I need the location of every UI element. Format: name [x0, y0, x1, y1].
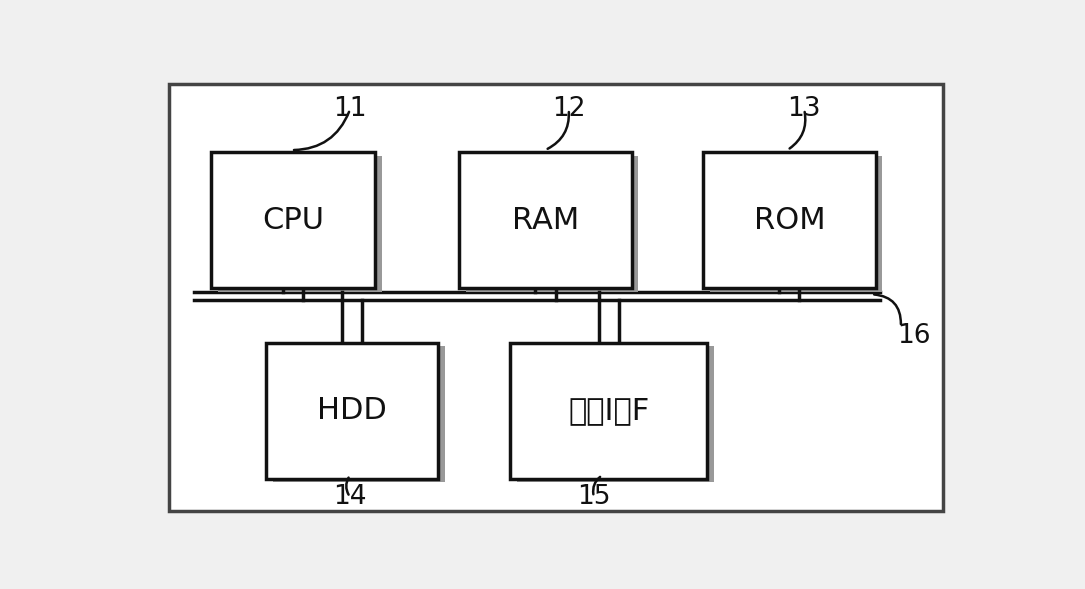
Text: CPU: CPU	[263, 206, 324, 235]
Text: 外部I／F: 外部I／F	[567, 396, 649, 425]
Bar	[212, 153, 375, 289]
Bar	[266, 343, 438, 479]
Bar	[510, 343, 707, 479]
Bar	[516, 346, 714, 482]
Text: ROM: ROM	[754, 206, 826, 235]
Bar	[272, 346, 445, 482]
Text: 13: 13	[788, 96, 821, 123]
Bar	[703, 153, 876, 289]
Bar	[218, 156, 382, 292]
Text: 12: 12	[552, 96, 586, 123]
Text: 16: 16	[896, 323, 930, 349]
Bar	[459, 153, 631, 289]
Text: 14: 14	[333, 484, 367, 510]
Bar	[710, 156, 882, 292]
Bar	[467, 156, 638, 292]
Text: HDD: HDD	[317, 396, 387, 425]
Text: 15: 15	[577, 484, 611, 510]
Text: 11: 11	[333, 96, 367, 123]
Text: RAM: RAM	[512, 206, 579, 235]
